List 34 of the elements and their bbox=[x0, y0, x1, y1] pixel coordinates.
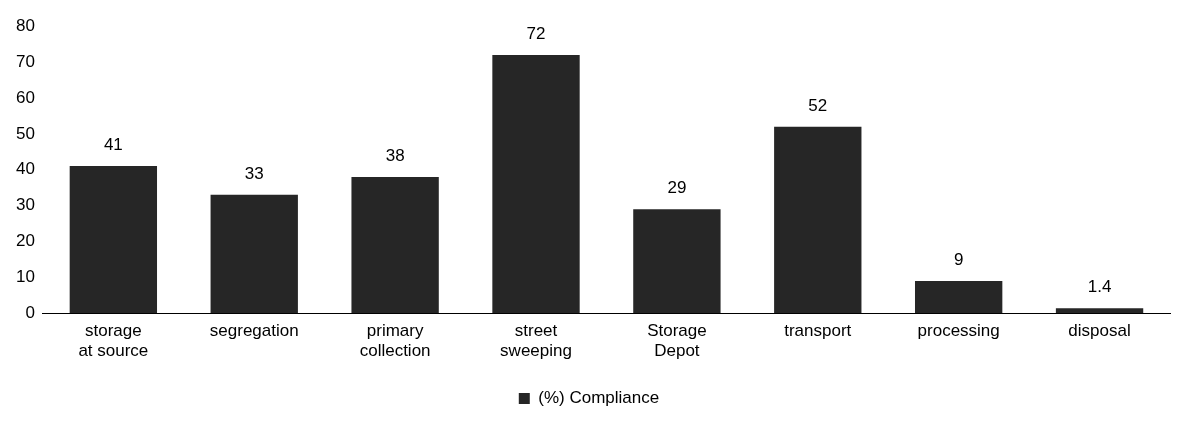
bar bbox=[633, 209, 721, 314]
data-label: 1.4 bbox=[1087, 277, 1112, 297]
data-label: 33 bbox=[244, 164, 264, 183]
bar bbox=[492, 54, 580, 314]
x-tick-label: transport bbox=[784, 321, 852, 341]
y-tick-label: 40 bbox=[15, 159, 35, 179]
x-tick-label: storage at source bbox=[78, 321, 149, 361]
x-tick-label: processing bbox=[917, 321, 1000, 341]
data-label: 41 bbox=[103, 135, 123, 155]
bar bbox=[915, 280, 1003, 314]
y-tick-label: 0 bbox=[25, 302, 35, 322]
x-tick-label: Storage Depot bbox=[647, 321, 707, 361]
data-label: 52 bbox=[808, 95, 828, 115]
x-tick-label: segregation bbox=[209, 321, 299, 341]
x-tick-label: primary collection bbox=[359, 321, 431, 361]
y-tick-label: 30 bbox=[15, 195, 35, 215]
x-tick-label: street sweeping bbox=[500, 321, 572, 361]
x-tick-label: disposal bbox=[1068, 321, 1131, 341]
data-label: 72 bbox=[526, 24, 546, 44]
y-tick-label: 70 bbox=[15, 51, 35, 71]
bar bbox=[210, 194, 298, 314]
data-label: 29 bbox=[667, 178, 687, 198]
data-label: 38 bbox=[385, 146, 405, 166]
y-tick-label: 50 bbox=[15, 123, 35, 143]
bar bbox=[69, 166, 158, 314]
bar bbox=[1055, 308, 1144, 314]
bar bbox=[774, 126, 862, 314]
y-tick-label: 60 bbox=[15, 87, 35, 107]
y-tick-label: 20 bbox=[15, 231, 35, 251]
y-tick-label: 80 bbox=[15, 15, 35, 35]
y-tick-label: 10 bbox=[15, 267, 35, 287]
bar bbox=[351, 176, 439, 314]
legend-label: (%) Compliance bbox=[538, 388, 660, 408]
data-label: 9 bbox=[953, 250, 964, 270]
